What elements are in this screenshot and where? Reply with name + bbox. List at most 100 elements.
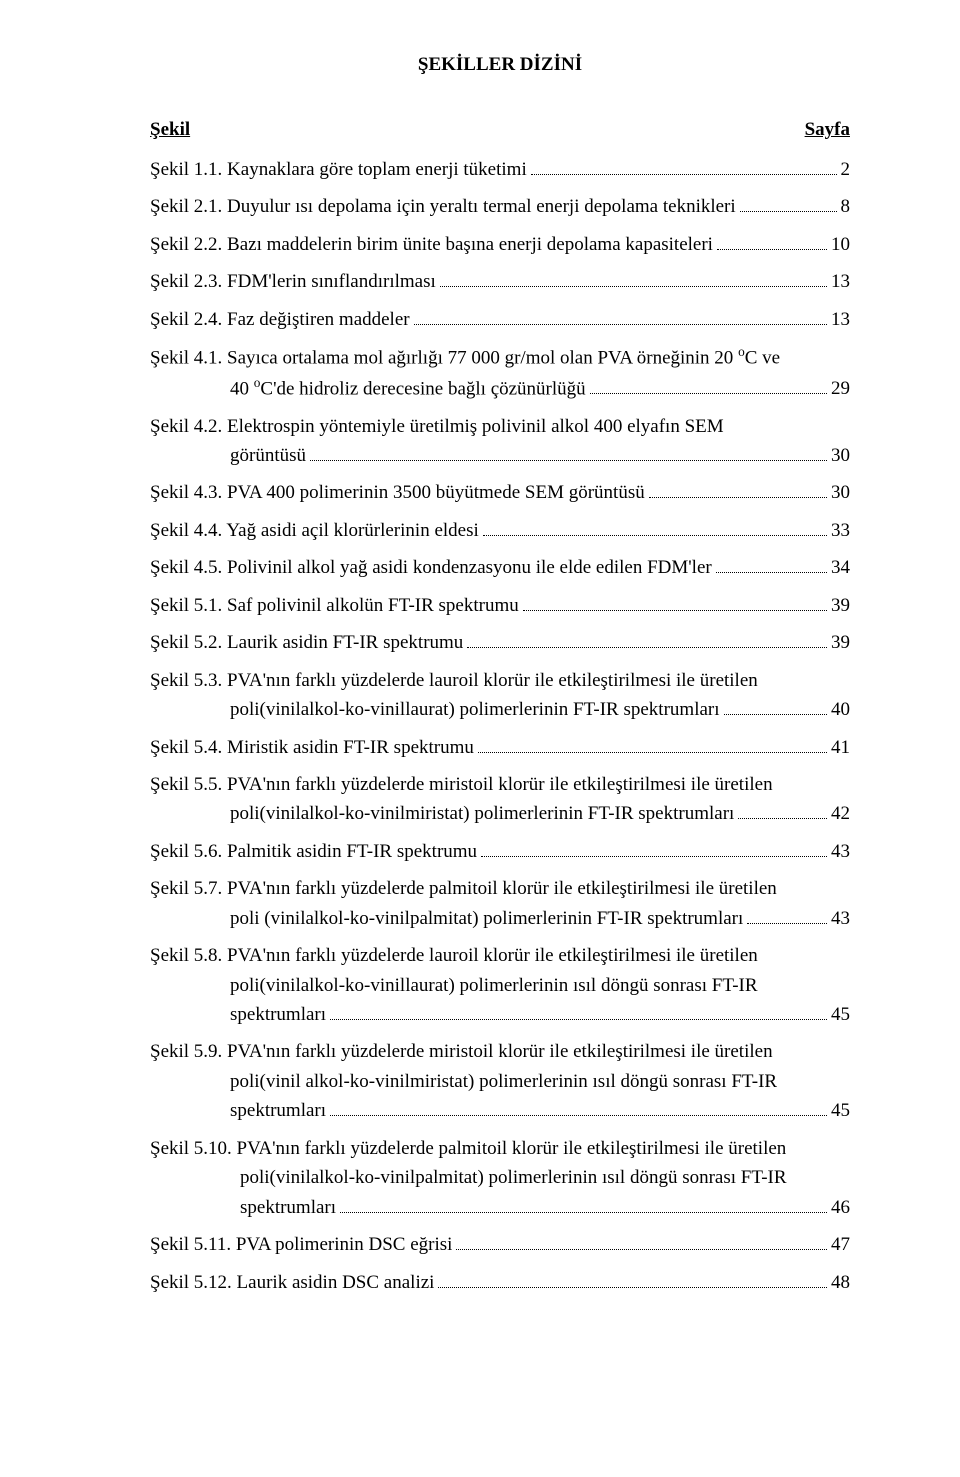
toc-entry: Şekil 4.3. PVA 400 polimerinin 3500 büyü…	[150, 478, 850, 507]
toc-entry-line: Şekil 2.1. Duyulur ısı depolama için yer…	[150, 192, 850, 221]
toc-entry-label: Şekil 1.1. Kaynaklara göre toplam enerji…	[150, 155, 527, 184]
toc-entry-line: Şekil 5.6. Palmitik asidin FT-IR spektru…	[150, 837, 850, 866]
toc-entry-line: poli(vinilalkol-ko-vinilmiristat) polime…	[150, 799, 850, 828]
leader-dots	[481, 839, 827, 857]
toc-entry-page: 33	[831, 516, 850, 545]
toc-entry: Şekil 2.3. FDM'lerin sınıflandırılması 13	[150, 267, 850, 296]
header-left: Şekil	[150, 115, 190, 144]
toc-entry-continuation: poli(vinil alkol-ko-vinilmiristat) polim…	[150, 1067, 777, 1096]
toc-entry-label: Şekil 4.3. PVA 400 polimerinin 3500 büyü…	[150, 478, 645, 507]
toc-entry-line: poli(vinilalkol-ko-vinillaurat) polimerl…	[150, 971, 850, 1000]
toc-entry-line: spektrumları45	[150, 1000, 850, 1029]
toc-entry-line: poli(vinil alkol-ko-vinilmiristat) polim…	[150, 1067, 850, 1096]
leader-dots	[649, 480, 827, 498]
toc-entry-line: Şekil 5.8. PVA'nın farklı yüzdelerde lau…	[150, 941, 850, 970]
toc-entry-page: 13	[831, 305, 850, 334]
toc-entry: Şekil 2.2. Bazı maddelerin birim ünite b…	[150, 230, 850, 259]
toc-entry-line: Şekil 5.9. PVA'nın farklı yüzdelerde mir…	[150, 1037, 850, 1066]
toc-entry-line: Şekil 2.4. Faz değiştiren maddeler 13	[150, 305, 850, 334]
toc-entry-line: Şekil 4.3. PVA 400 polimerinin 3500 büyü…	[150, 478, 850, 507]
leader-dots	[740, 194, 837, 212]
toc-entry-line: Şekil 5.12. Laurik asidin DSC analizi48	[150, 1268, 850, 1297]
toc-entry-line: poli(vinilalkol-ko-vinillaurat) polimerl…	[150, 695, 850, 724]
toc-entry: Şekil 5.3. PVA'nın farklı yüzdelerde lau…	[150, 666, 850, 725]
leader-dots	[456, 1232, 827, 1250]
toc-entry-label: Şekil 2.3. FDM'lerin sınıflandırılması	[150, 267, 436, 296]
toc-entry-page: 39	[831, 628, 850, 657]
toc-entry-page: 13	[831, 267, 850, 296]
toc-entry: Şekil 4.5. Polivinil alkol yağ asidi kon…	[150, 553, 850, 582]
toc-entry-label: Şekil 4.4. Yağ asidi açil klorürlerinin …	[150, 516, 479, 545]
toc-entry-line: Şekil 4.1. Sayıca ortalama mol ağırlığı …	[150, 342, 850, 373]
toc-entry-label: Şekil 5.6. Palmitik asidin FT-IR spektru…	[150, 837, 477, 866]
toc-entry-continuation: spektrumları	[150, 1000, 326, 1029]
toc-entry-page: 40	[831, 695, 850, 724]
toc-list: Şekil 1.1. Kaynaklara göre toplam enerji…	[150, 155, 850, 1297]
toc-entry-line: spektrumları 46	[150, 1193, 850, 1222]
toc-entry-continuation: poli(vinilalkol-ko-vinilmiristat) polime…	[150, 799, 734, 828]
toc-entry-continuation: poli(vinilalkol-ko-vinillaurat) polimerl…	[150, 971, 758, 1000]
toc-entry: Şekil 2.4. Faz değiştiren maddeler 13	[150, 305, 850, 334]
page-title: ŞEKİLLER DİZİNİ	[150, 50, 850, 79]
leader-dots	[467, 630, 827, 648]
toc-entry-label: Şekil 2.4. Faz değiştiren maddeler	[150, 305, 410, 334]
toc-entry-line: Şekil 1.1. Kaynaklara göre toplam enerji…	[150, 155, 850, 184]
leader-dots	[724, 697, 827, 715]
toc-entry: Şekil 1.1. Kaynaklara göre toplam enerji…	[150, 155, 850, 184]
leader-dots	[438, 1269, 827, 1287]
toc-entry-label: Şekil 4.2. Elektrospin yöntemiyle üretil…	[150, 412, 724, 441]
page-container: ŞEKİLLER DİZİNİ Şekil Sayfa Şekil 1.1. K…	[0, 0, 960, 1365]
toc-entry: Şekil 5.10. PVA'nın farklı yüzdelerde pa…	[150, 1134, 850, 1222]
toc-entry-page: 39	[831, 591, 850, 620]
toc-entry-page: 2	[841, 155, 851, 184]
leader-dots	[590, 376, 827, 394]
toc-entry-line: poli(vinilalkol-ko-vinilpalmitat) polime…	[150, 1163, 850, 1192]
toc-entry: Şekil 4.2. Elektrospin yöntemiyle üretil…	[150, 412, 850, 471]
toc-entry-page: 8	[841, 192, 851, 221]
toc-entry-label: Şekil 4.5. Polivinil alkol yağ asidi kon…	[150, 553, 712, 582]
toc-entry-page: 42	[831, 799, 850, 828]
leader-dots	[478, 734, 827, 752]
toc-entry-line: spektrumları45	[150, 1096, 850, 1125]
toc-entry-line: poli (vinilalkol-ko-vinilpalmitat) polim…	[150, 904, 850, 933]
toc-entry-page: 30	[831, 441, 850, 470]
toc-entry-line: Şekil 5.10. PVA'nın farklı yüzdelerde pa…	[150, 1134, 850, 1163]
leader-dots	[523, 593, 827, 611]
toc-entry-page: 48	[831, 1268, 850, 1297]
toc-entry-label: Şekil 4.1. Sayıca ortalama mol ağırlığı …	[150, 342, 780, 373]
toc-entry: Şekil 5.7. PVA'nın farklı yüzdelerde pal…	[150, 874, 850, 933]
toc-entry-line: Şekil 5.11. PVA polimerinin DSC eğrisi47	[150, 1230, 850, 1259]
toc-entry-continuation: 40 oC'de hidroliz derecesine bağlı çözün…	[150, 373, 586, 404]
toc-entry: Şekil 5.11. PVA polimerinin DSC eğrisi47	[150, 1230, 850, 1259]
toc-entry-page: 43	[831, 837, 850, 866]
toc-entry: Şekil 5.9. PVA'nın farklı yüzdelerde mir…	[150, 1037, 850, 1125]
toc-entry-label: Şekil 5.9. PVA'nın farklı yüzdelerde mir…	[150, 1037, 773, 1066]
toc-entry-label: Şekil 5.2. Laurik asidin FT-IR spektrumu	[150, 628, 463, 657]
toc-entry-page: 34	[831, 553, 850, 582]
toc-entry: Şekil 4.4. Yağ asidi açil klorürlerinin …	[150, 516, 850, 545]
toc-entry-continuation: poli(vinilalkol-ko-vinilpalmitat) polime…	[150, 1163, 787, 1192]
toc-entry-line: görüntüsü 30	[150, 441, 850, 470]
toc-entry-line: Şekil 5.5. PVA'nın farklı yüzdelerde mir…	[150, 770, 850, 799]
toc-entry: Şekil 5.12. Laurik asidin DSC analizi48	[150, 1268, 850, 1297]
toc-entry-line: 40 oC'de hidroliz derecesine bağlı çözün…	[150, 373, 850, 404]
toc-entry-line: Şekil 5.1. Saf polivinil alkolün FT-IR s…	[150, 591, 850, 620]
toc-entry-page: 46	[831, 1193, 850, 1222]
leader-dots	[414, 307, 827, 325]
toc-entry-continuation: görüntüsü	[150, 441, 306, 470]
toc-entry-line: Şekil 4.4. Yağ asidi açil klorürlerinin …	[150, 516, 850, 545]
toc-entry: Şekil 2.1. Duyulur ısı depolama için yer…	[150, 192, 850, 221]
toc-entry-label: Şekil 5.1. Saf polivinil alkolün FT-IR s…	[150, 591, 519, 620]
toc-entry-page: 30	[831, 478, 850, 507]
toc-entry-line: Şekil 5.7. PVA'nın farklı yüzdelerde pal…	[150, 874, 850, 903]
toc-entry: Şekil 5.8. PVA'nın farklı yüzdelerde lau…	[150, 941, 850, 1029]
toc-entry-line: Şekil 5.2. Laurik asidin FT-IR spektrumu…	[150, 628, 850, 657]
leader-dots	[330, 1098, 827, 1116]
toc-entry-line: Şekil 5.4. Miristik asidin FT-IR spektru…	[150, 733, 850, 762]
leader-dots	[747, 906, 827, 924]
toc-entry-label: Şekil 5.5. PVA'nın farklı yüzdelerde mir…	[150, 770, 773, 799]
toc-entry-continuation: spektrumları	[150, 1193, 336, 1222]
toc-entry-line: Şekil 4.5. Polivinil alkol yağ asidi kon…	[150, 553, 850, 582]
toc-entry-line: Şekil 5.3. PVA'nın farklı yüzdelerde lau…	[150, 666, 850, 695]
toc-entry-page: 47	[831, 1230, 850, 1259]
